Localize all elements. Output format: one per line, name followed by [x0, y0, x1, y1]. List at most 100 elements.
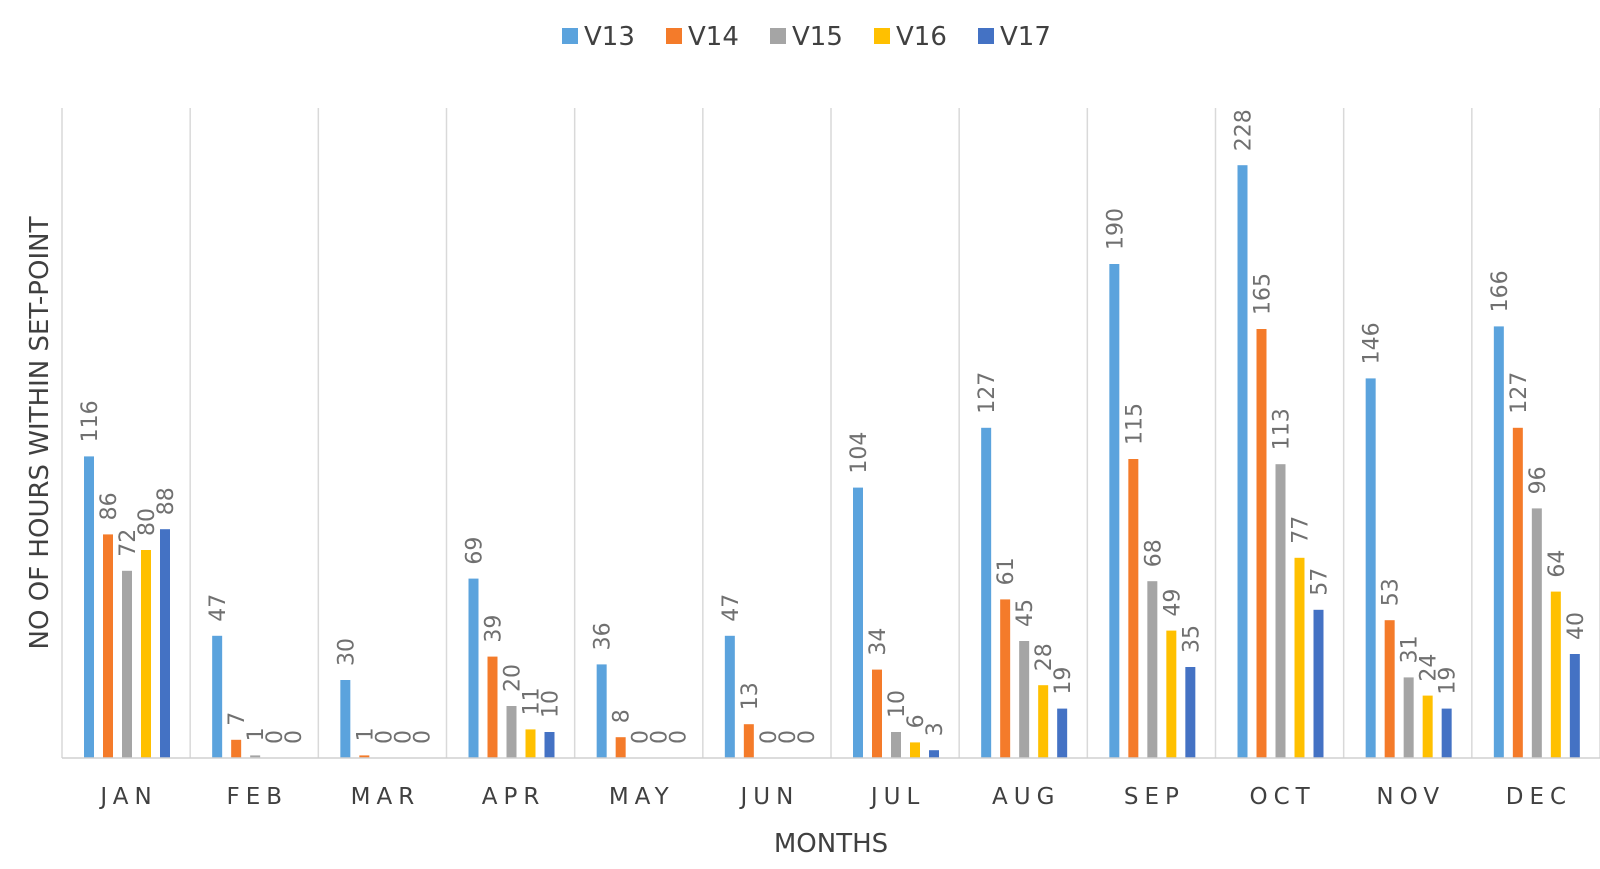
data-label: 104: [847, 432, 872, 474]
bar-v14-jun: [743, 724, 754, 758]
bar-v13-aug: [981, 427, 992, 758]
bar-v15-apr: [506, 706, 517, 758]
bar-v14-aug: [1000, 599, 1011, 758]
data-label: 35: [1179, 625, 1204, 653]
bar-v13-jan: [84, 456, 94, 758]
bar-v17-jul: [929, 750, 939, 758]
bar-v15-dec: [1531, 508, 1542, 758]
bar-v14-may: [615, 737, 626, 758]
bar-v13-sep: [1109, 264, 1120, 758]
bar-v17-aug: [1057, 708, 1068, 758]
bar-v16-oct: [1294, 557, 1305, 758]
data-label: 113: [1270, 408, 1295, 450]
x-tick-label: FEB: [226, 784, 288, 810]
data-label: 115: [1122, 403, 1147, 445]
data-label: 47: [719, 594, 744, 622]
bar-v17-dec: [1569, 654, 1580, 758]
bar-v16-apr: [525, 729, 536, 758]
data-label: 64: [1545, 550, 1570, 578]
data-label: 0: [776, 730, 801, 744]
bar-v15-aug: [1019, 641, 1030, 758]
data-label: 10: [885, 690, 910, 718]
data-label: 19: [1436, 667, 1461, 695]
bar-v14-oct: [1256, 329, 1267, 758]
data-label: 28: [1032, 643, 1057, 671]
bar-v14-apr: [487, 656, 498, 758]
data-label: 77: [1289, 516, 1314, 544]
data-label: 0: [629, 730, 654, 744]
data-label: 190: [1103, 208, 1128, 250]
bar-v14-mar: [359, 755, 370, 758]
bar-v14-dec: [1512, 427, 1523, 758]
data-label: 116: [78, 400, 103, 442]
data-label: 0: [757, 730, 782, 744]
bar-v16-dec: [1550, 591, 1561, 758]
data-label: 68: [1141, 539, 1166, 567]
bar-v17-jan: [160, 529, 170, 758]
data-label: 86: [97, 492, 122, 520]
bar-v16-aug: [1038, 685, 1049, 758]
bar-v13-jul: [853, 487, 863, 758]
bar-v16-jan: [141, 550, 151, 758]
bar-v15-feb: [250, 755, 261, 758]
data-label: 80: [135, 508, 160, 536]
bars: [84, 165, 1580, 759]
data-label: 228: [1232, 109, 1257, 151]
data-label: 13: [738, 682, 763, 710]
x-tick-label: AUG: [992, 784, 1060, 810]
x-tick-label: MAY: [609, 784, 675, 810]
data-label: 165: [1251, 273, 1276, 315]
legend-swatch: [978, 28, 994, 44]
legend-swatch: [770, 28, 786, 44]
bar-v15-sep: [1147, 581, 1158, 758]
data-label: 19: [1051, 667, 1076, 695]
x-tick-label: OCT: [1249, 784, 1315, 810]
data-label: 36: [591, 622, 616, 650]
legend-swatch: [874, 28, 890, 44]
bar-v13-may: [596, 664, 607, 758]
x-tick-label: SEP: [1124, 784, 1185, 810]
data-label: 53: [1379, 578, 1404, 606]
data-label: 72: [116, 529, 141, 557]
data-label: 3: [923, 722, 948, 736]
data-labels: 1168672808847710030100069392011103680004…: [78, 109, 1589, 744]
data-label: 24: [1417, 654, 1442, 682]
data-label: 7: [225, 712, 250, 726]
data-label: 31: [1398, 635, 1423, 663]
bar-v15-jul: [891, 732, 901, 758]
legend-label: V16: [896, 22, 947, 52]
x-tick-labels: JAN FEB MAR APR MAY JUN JUL AUG SEP OCT NOV DEC: [98, 784, 1566, 810]
bar-v17-oct: [1313, 609, 1324, 758]
data-label: 34: [866, 628, 891, 656]
legend-swatch: [562, 28, 578, 44]
data-label: 8: [610, 709, 635, 723]
legend-label: V14: [688, 22, 739, 52]
x-tick-label: APR: [482, 784, 546, 810]
bar-v15-oct: [1275, 464, 1286, 758]
x-tick-label: JUL: [869, 784, 925, 810]
data-label: 69: [463, 537, 488, 565]
data-label: 0: [667, 730, 692, 744]
data-label: 1: [353, 727, 378, 741]
data-label: 1: [244, 727, 269, 741]
y-axis-title: NO OF HOURS WITHIN SET-POINT: [25, 216, 55, 649]
x-tick-label: JAN: [98, 784, 157, 810]
bar-v15-nov: [1403, 677, 1414, 758]
data-label: 0: [410, 730, 435, 744]
data-label: 20: [501, 664, 526, 692]
data-label: 127: [975, 372, 1000, 414]
bar-v17-sep: [1185, 667, 1196, 758]
data-label: 0: [795, 730, 820, 744]
bar-v14-feb: [231, 739, 242, 758]
legend-label: V15: [792, 22, 843, 52]
legend: V13 V14 V15 V16 V17: [562, 22, 1051, 52]
data-label: 0: [372, 730, 397, 744]
bar-v13-oct: [1237, 165, 1248, 758]
category-separators: [61, 108, 1600, 758]
bar-v16-jul: [910, 742, 920, 758]
bar-v13-dec: [1493, 326, 1504, 758]
data-label: 61: [994, 557, 1019, 585]
data-label: 0: [263, 730, 288, 744]
bar-v14-jan: [103, 534, 113, 758]
